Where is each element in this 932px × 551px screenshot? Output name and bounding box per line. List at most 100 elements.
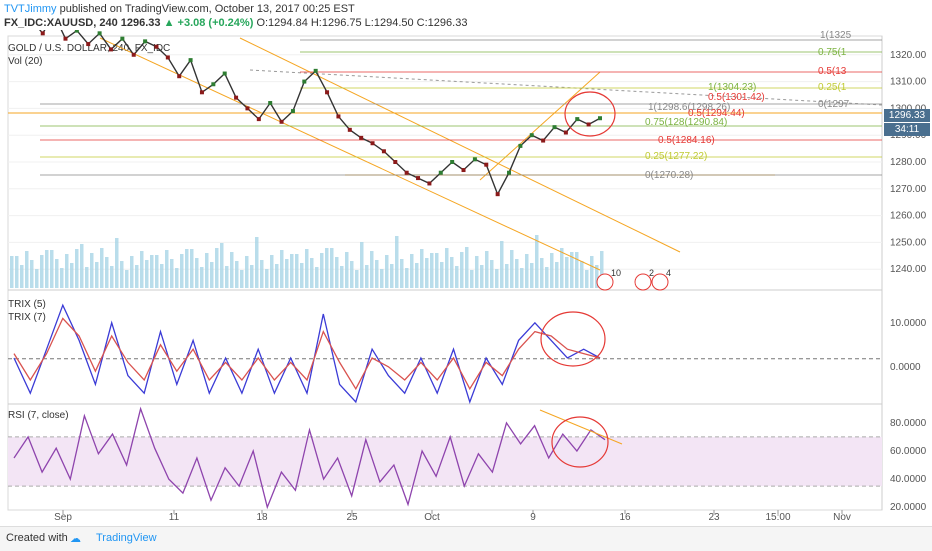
volume-bar [75, 249, 79, 288]
trix-y-tick-label: 0.0000 [890, 362, 921, 373]
volume-bar [495, 269, 499, 288]
volume-bar [350, 261, 354, 288]
volume-bar [185, 249, 189, 288]
fib-label: 1(1298.6(1298.26) [648, 102, 730, 113]
volume-bar [45, 250, 49, 288]
price-candle [165, 55, 170, 60]
trix7-line [13, 317, 601, 391]
volume-bar [120, 261, 124, 288]
price-candle [381, 149, 386, 154]
volume-bar [335, 257, 339, 288]
trix7-legend: TRIX (7) [8, 312, 46, 323]
price-candle [97, 31, 102, 36]
price-candle [438, 170, 443, 175]
volume-bar [110, 266, 114, 288]
x-tick-label: Nov [833, 512, 851, 523]
volume-bar [140, 251, 144, 288]
event-count: 2 [649, 268, 654, 278]
volume-bar [520, 268, 524, 288]
price-candle [325, 90, 330, 95]
volume-bar [530, 263, 534, 288]
author-link[interactable]: TVTJimmy [4, 3, 57, 15]
volume-bar [525, 254, 529, 288]
volume-bar [515, 259, 519, 288]
price-candle [211, 82, 216, 87]
volume-bar [420, 249, 424, 288]
price-candle [541, 138, 546, 143]
fib-label: 0.75(1 [818, 47, 847, 58]
volume-bar [135, 265, 139, 288]
volume-bar [585, 270, 589, 288]
volume-bar [355, 270, 359, 288]
price-candle [222, 71, 227, 76]
volume-bar [150, 255, 154, 288]
price-candle [336, 114, 341, 119]
price-candle [370, 141, 375, 146]
volume-bar [180, 254, 184, 288]
created-with-text: Created with [6, 532, 68, 544]
price-line [39, 30, 601, 196]
volume-bar [55, 259, 59, 288]
volume-bar [435, 253, 439, 288]
fib-label: 0.5(13 [818, 66, 847, 77]
rsi-y-tick-label: 20.0000 [890, 502, 927, 513]
volume-bar [415, 263, 419, 288]
y-tick-label: 1260.00 [890, 211, 927, 222]
tradingview-logo-icon: ☁ [70, 533, 81, 545]
volume-bar [230, 252, 234, 288]
rsi-y-tick-label: 40.0000 [890, 474, 927, 485]
volume-bar [115, 238, 119, 288]
volume-bar [455, 266, 459, 288]
volume-bar [410, 254, 414, 288]
trix-y-tick-label: 10.0000 [890, 318, 927, 329]
price-candle [484, 162, 489, 167]
volume-bar [15, 256, 19, 288]
current-price-tag: 1296.33 [884, 109, 930, 122]
volume-bar [430, 253, 434, 288]
volume-bar [25, 251, 29, 288]
price-candle [461, 168, 466, 173]
tradingview-brand-link[interactable]: TradingView [96, 532, 157, 544]
volume-bar [160, 264, 164, 288]
volume-bar [440, 262, 444, 288]
volume-bar [600, 251, 604, 288]
volume-bar [555, 262, 559, 288]
y-tick-label: 1250.00 [890, 237, 927, 248]
volume-bar [10, 256, 14, 288]
price-candle [279, 119, 284, 124]
volume-bar [450, 257, 454, 288]
y-tick-label: 1300.00 [890, 103, 927, 114]
volume-bar [475, 256, 479, 288]
volume-bar [560, 248, 564, 288]
volume-bar [595, 265, 599, 288]
volume-bar [425, 258, 429, 288]
rsi-band [8, 436, 882, 487]
price-candle [199, 90, 204, 95]
event-flag-icon [596, 273, 614, 291]
volume-bar [255, 237, 259, 288]
dashed-trend-line [249, 69, 883, 106]
price-candle [313, 68, 318, 73]
x-tick-label: 18 [256, 512, 268, 523]
volume-bar [340, 266, 344, 288]
x-tick-label: Oct [424, 512, 440, 523]
channel-line [99, 37, 601, 271]
fib-label: 0(1297 [818, 99, 850, 110]
price-chart[interactable]: 1320.001310.001300.001290.001280.001270.… [0, 30, 932, 526]
price-change: ▲ +3.08 (+0.24%) [163, 17, 254, 29]
x-tick-label: 15:00 [765, 512, 790, 523]
price-candle [427, 181, 432, 186]
volume-bar [220, 243, 224, 288]
price-candle [131, 52, 136, 57]
volume-bar [215, 248, 219, 288]
trix5-legend: TRIX (5) [8, 299, 46, 310]
price-candle [120, 36, 125, 41]
price-candle [177, 74, 182, 79]
volume-bar [170, 259, 174, 288]
volume-bar [325, 248, 329, 288]
event-flag-icon [651, 273, 669, 291]
price-candle [40, 31, 45, 36]
volume-bar [500, 241, 504, 288]
x-tick-label: Sep [54, 512, 72, 523]
fib-label: 0.25(1277.22) [645, 151, 707, 162]
